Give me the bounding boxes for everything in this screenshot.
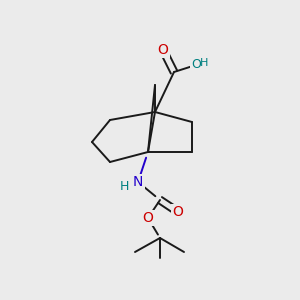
Text: N: N bbox=[133, 175, 143, 189]
Text: O: O bbox=[191, 58, 201, 71]
Text: O: O bbox=[142, 211, 153, 225]
Text: H: H bbox=[119, 179, 129, 193]
Text: O: O bbox=[158, 43, 168, 57]
Text: H: H bbox=[200, 58, 208, 68]
Text: O: O bbox=[172, 205, 183, 219]
